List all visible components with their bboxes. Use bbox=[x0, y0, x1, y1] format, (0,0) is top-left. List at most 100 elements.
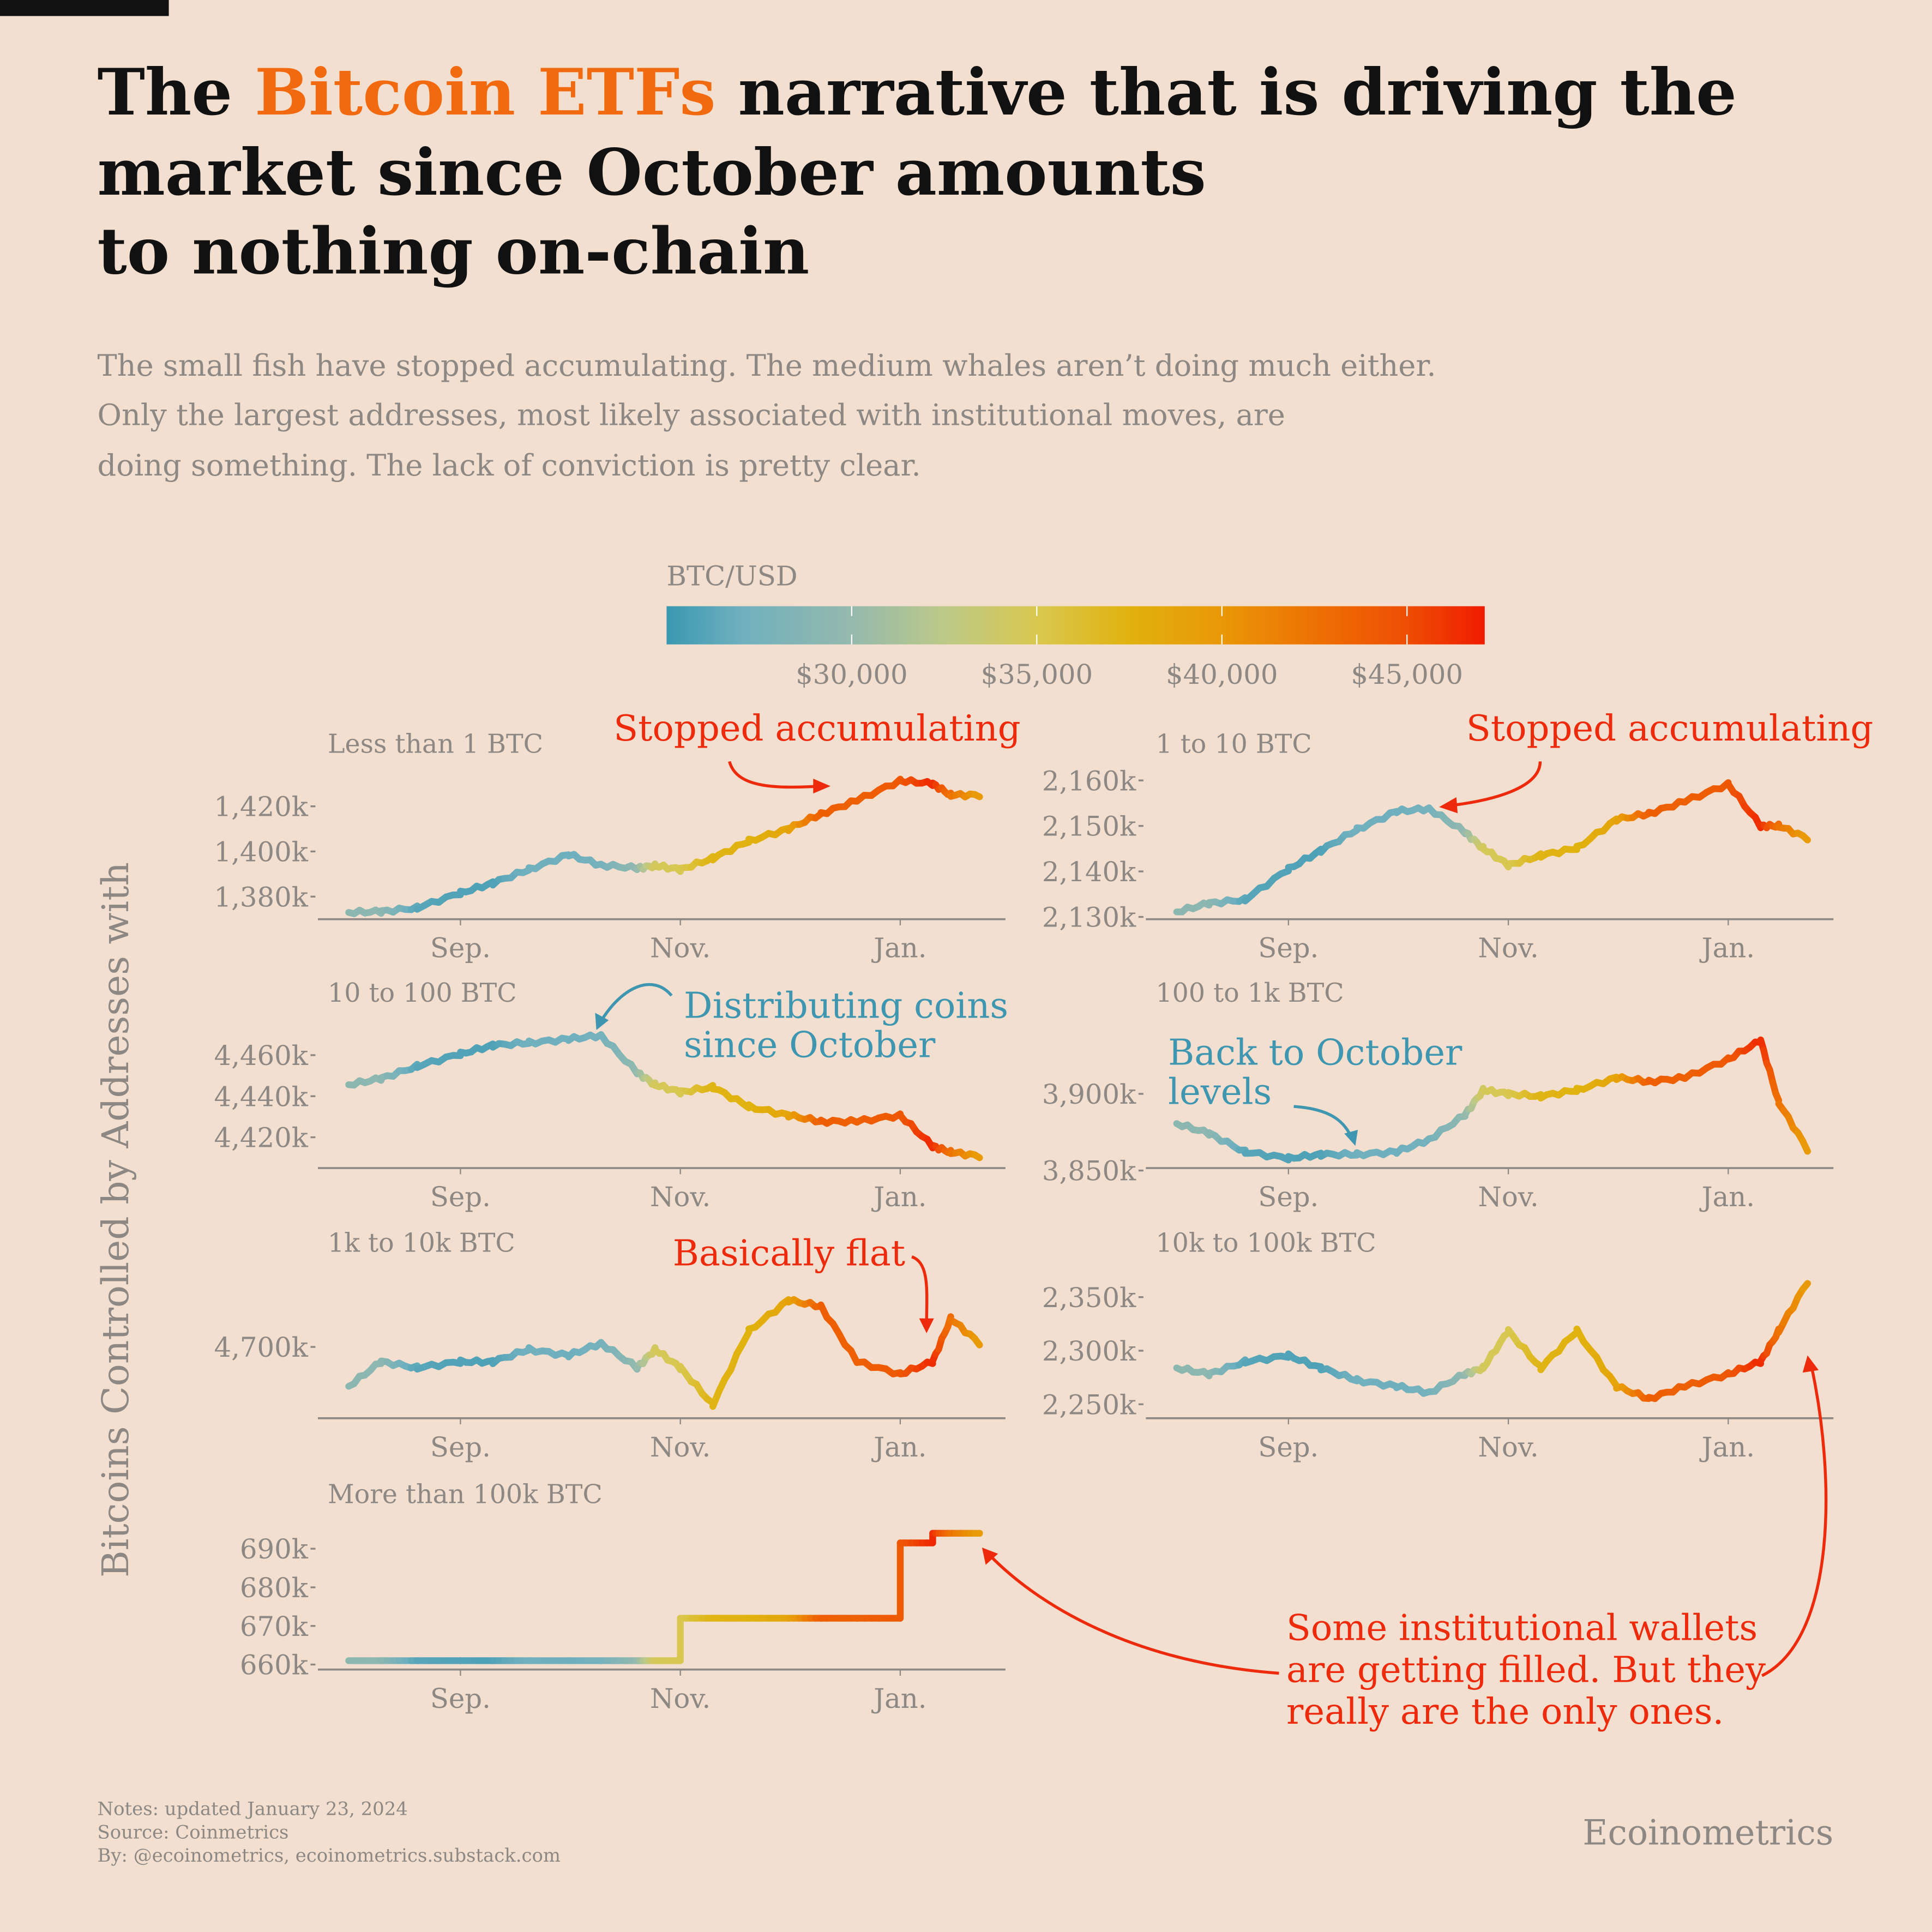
annotation-arrow bbox=[1761, 1365, 1828, 1677]
x-tick-label: Sep. bbox=[1258, 1181, 1319, 1213]
x-tick-label: Nov. bbox=[650, 932, 711, 964]
title-text: The bbox=[98, 55, 255, 130]
annotation-distributing-line-1: Distributing coins bbox=[684, 985, 1008, 1026]
panel-title: 10k to 100k BTC bbox=[1155, 1229, 1376, 1259]
y-tick-label: 1,380k bbox=[214, 881, 308, 913]
arrowhead bbox=[1802, 1355, 1819, 1373]
annotation-distributing-line-2: since October bbox=[684, 1025, 936, 1066]
x-tick-label: Sep. bbox=[1258, 932, 1319, 964]
panel-4: 100 to 1k BTC Sep. Nov. Jan. 3,850k 3,900k bbox=[1042, 978, 1834, 1213]
y-tick-label: 670k bbox=[240, 1611, 309, 1642]
panel-title: 1 to 10 BTC bbox=[1155, 730, 1311, 760]
series-segment bbox=[1799, 832, 1811, 844]
panel-2: 1 to 10 BTC Sep. Nov. Jan. 2,130k 2,140k 2,150… bbox=[1042, 730, 1834, 964]
top-accent-bar bbox=[0, 0, 169, 16]
x-tick-label: Jan. bbox=[1699, 1431, 1755, 1463]
series-segment bbox=[1312, 1362, 1325, 1370]
y-tick-label: 1,420k bbox=[214, 791, 308, 823]
series-segment bbox=[739, 1328, 753, 1347]
annotation-institutional-line-1: Some institutional wallets bbox=[1286, 1607, 1758, 1648]
panel-3: 10 to 100 BTC Sep. Nov. Jan. 4,420k 4,440k 4,4… bbox=[214, 978, 1006, 1213]
annotation-arrow bbox=[1447, 761, 1542, 808]
x-tick-label: Nov. bbox=[650, 1431, 711, 1463]
y-tick-label: 2,140k bbox=[1042, 856, 1136, 888]
x-tick-label: Sep. bbox=[1258, 1431, 1319, 1463]
x-tick-label: Sep. bbox=[430, 1431, 491, 1463]
panel-6: 10k to 100k BTC Sep. Nov. Jan. 2,250k 2,300k 2… bbox=[1042, 1229, 1834, 1463]
series-segment bbox=[449, 1052, 464, 1060]
subtitle-line-3: doing something. The lack of conviction … bbox=[98, 448, 921, 483]
y-tick-label: 660k bbox=[240, 1650, 309, 1681]
y-tick-label: 4,420k bbox=[214, 1122, 308, 1154]
title-line-2: market since October amounts bbox=[98, 135, 1206, 210]
panel-7: More than 100k BTC Sep. Nov. Jan. 660k 670k 68… bbox=[240, 1480, 1006, 1714]
panel-5: 1k to 10k BTC Sep. Nov. Jan. 4,700k bbox=[214, 1229, 1006, 1463]
footer-notes: Notes: updated January 23, 2024 bbox=[98, 1798, 408, 1819]
footer: Notes: updated January 23, 2024 Source: … bbox=[98, 1798, 1834, 1866]
x-tick-label: Jan. bbox=[871, 932, 926, 964]
colorbar-legend: BTC/USD $30,000 $35,000 $40,000 $45,000 bbox=[666, 560, 1485, 690]
y-tick-label: 3,850k bbox=[1042, 1155, 1136, 1187]
arrowhead bbox=[595, 1013, 609, 1030]
panel-title: 100 to 1k BTC bbox=[1155, 978, 1344, 1008]
subtitle-line-2: Only the largest addresses, most likely … bbox=[98, 398, 1285, 432]
colorbar-tick-label: $30,000 bbox=[796, 659, 908, 690]
y-tick-label: 2,150k bbox=[1042, 811, 1136, 842]
annotation-stopped-accumulating-1: Stopped accumulating bbox=[613, 708, 1020, 749]
x-tick-label: Sep. bbox=[430, 1683, 491, 1714]
arrowhead bbox=[1344, 1130, 1358, 1146]
y-tick-label: 690k bbox=[240, 1533, 309, 1565]
y-tick-label: 3,900k bbox=[1042, 1079, 1136, 1110]
series-segment bbox=[1772, 1090, 1783, 1104]
x-tick-label: Nov. bbox=[1478, 1181, 1538, 1213]
annotation-back-to-october-line-1: Back to October bbox=[1168, 1032, 1462, 1073]
annotation-arrow bbox=[911, 1255, 929, 1326]
y-axis-label: Bitcoins Controlled by Addresses with bbox=[94, 862, 137, 1578]
panel-1: Less than 1 BTC Sep. Nov. Jan. 1,380k 1,400k 1… bbox=[214, 730, 1006, 964]
y-tick-label: 4,440k bbox=[214, 1081, 308, 1112]
y-tick-label: 4,700k bbox=[214, 1332, 308, 1363]
x-tick-label: Jan. bbox=[1699, 932, 1755, 964]
x-tick-label: Jan. bbox=[871, 1683, 926, 1714]
annotation-stopped-accumulating-2: Stopped accumulating bbox=[1466, 708, 1873, 749]
annotation-arrow bbox=[599, 983, 673, 1024]
colorbar-label: BTC/USD bbox=[666, 560, 797, 592]
y-tick-label: 680k bbox=[240, 1572, 309, 1604]
series-segment bbox=[971, 1151, 983, 1161]
annotation-basically-flat: Basically flat bbox=[673, 1233, 905, 1274]
annotation-back-to-october-line-2: levels bbox=[1168, 1072, 1272, 1113]
annotation-institutional-line-2: are getting filled. But they bbox=[1286, 1649, 1766, 1690]
brand-logo-text: Ecoinometrics bbox=[1582, 1813, 1833, 1853]
arrowhead bbox=[919, 1318, 934, 1333]
y-tick-label: 2,130k bbox=[1042, 902, 1136, 934]
panel-title: 1k to 10k BTC bbox=[328, 1229, 515, 1259]
series-segment bbox=[971, 791, 983, 801]
colorbar-tick-label: $40,000 bbox=[1166, 659, 1278, 690]
y-tick-label: 2,300k bbox=[1042, 1335, 1136, 1367]
subtitle-line-1: The small fish have stopped accumulating… bbox=[98, 348, 1436, 383]
x-tick-label: Sep. bbox=[430, 932, 491, 964]
series-segment bbox=[971, 1335, 983, 1349]
x-tick-label: Nov. bbox=[1478, 932, 1538, 964]
x-tick-label: Nov. bbox=[650, 1683, 711, 1714]
x-tick-label: Sep. bbox=[430, 1181, 491, 1213]
colorbar bbox=[666, 606, 1485, 645]
series-segment bbox=[739, 839, 753, 848]
panel-title: 10 to 100 BTC bbox=[328, 978, 517, 1008]
y-tick-label: 1,400k bbox=[214, 836, 308, 868]
series-segment bbox=[1799, 1137, 1811, 1155]
panel-title: More than 100k BTC bbox=[328, 1480, 603, 1510]
series-segment bbox=[449, 1358, 464, 1367]
annotation-institutional-line-3: really are the only ones. bbox=[1286, 1691, 1724, 1732]
y-tick-label: 4,460k bbox=[214, 1040, 308, 1072]
x-tick-label: Jan. bbox=[871, 1431, 926, 1463]
panel-title: Less than 1 BTC bbox=[328, 730, 543, 760]
colorbar-tick-label: $45,000 bbox=[1351, 659, 1463, 690]
x-tick-label: Jan. bbox=[871, 1181, 926, 1213]
title-line-3: to nothing on-chain bbox=[98, 214, 810, 289]
y-tick-label: 2,160k bbox=[1042, 765, 1136, 797]
annotation-arrow bbox=[728, 761, 823, 789]
series-segment bbox=[1606, 1373, 1620, 1389]
